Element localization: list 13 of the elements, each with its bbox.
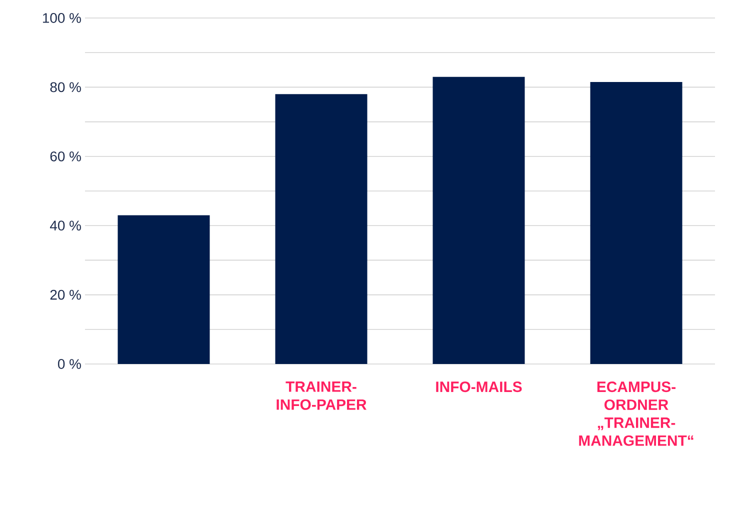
bar	[432, 76, 525, 364]
x-tick-label: ECAMPUS-ORDNER „TRAINER-MANAGEMENT“	[579, 382, 694, 446]
bar	[118, 215, 210, 364]
y-tick-label: 0 %	[58, 359, 81, 369]
y-tick-label: 60 %	[50, 151, 81, 162]
y-tick-label: 80 %	[50, 82, 81, 92]
y-tick-label: 100 %	[42, 13, 81, 23]
x-tick-label: INFO-MAILS	[436, 382, 522, 392]
bar	[590, 82, 682, 364]
y-tick-label: 40 %	[50, 220, 81, 231]
bar	[275, 94, 368, 364]
x-tick-label: TRAINER-INFO-PAPER	[276, 382, 366, 410]
y-tick-label: 20 %	[50, 290, 81, 300]
